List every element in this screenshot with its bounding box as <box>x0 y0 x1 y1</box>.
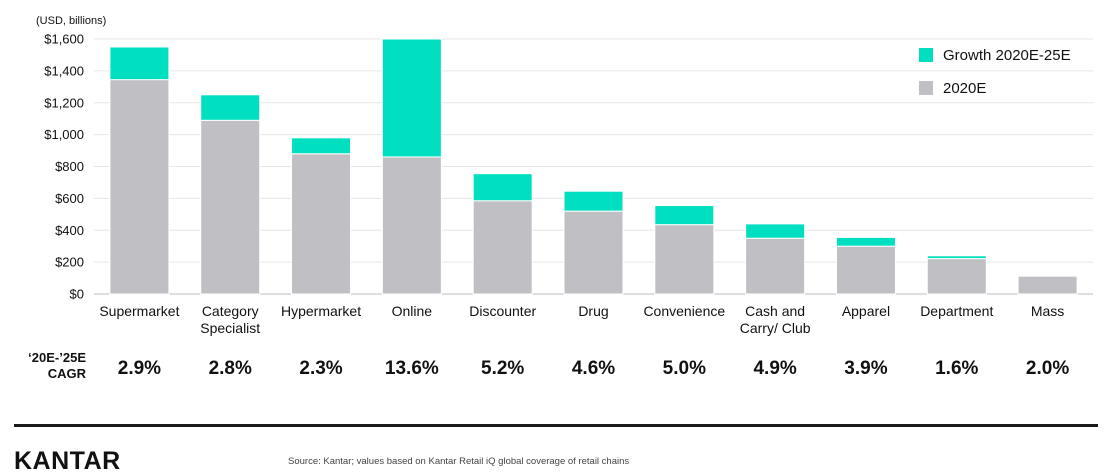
stacked-bar-chart: (USD, billions) $0 $200 $400 $600 $800 $1,000… <box>36 15 1093 379</box>
bar-segment <box>381 38 442 158</box>
bar-segment <box>200 119 261 295</box>
cagr-value: 4.6% <box>572 358 615 379</box>
y-tick-label: $1,600 <box>44 32 84 47</box>
cagr-value: 3.9% <box>844 358 887 379</box>
source-note: Source: Kantar; values based on Kantar R… <box>288 456 630 467</box>
x-tick-label: Hypermarket <box>281 303 361 319</box>
x-tick-label: Supermarket <box>99 303 179 319</box>
x-tick-label: Mass <box>1031 303 1064 319</box>
cagr-value: 5.2% <box>481 358 524 379</box>
bar-segment <box>563 210 624 295</box>
x-tick-label: Department <box>920 303 993 319</box>
y-axis-ticks: $0 $200 $400 $600 $800 $1,000 $1,200 $1,400 $1,6… <box>44 32 84 302</box>
bar-segment <box>835 245 896 295</box>
cagr-title-line2: CAGR <box>47 366 86 381</box>
cagr-value: 5.0% <box>663 358 706 379</box>
x-tick-label: Online <box>392 303 433 319</box>
cagr-value: 2.3% <box>299 358 342 379</box>
cagr-value: 2.9% <box>118 358 161 379</box>
bar-segment <box>472 200 533 295</box>
cagr-values: 2.9% 2.8% 2.3% 13.6% 5.2% 4.6% 5.0% 4.9% 3.9% 1.6… <box>118 358 1070 379</box>
legend-swatch <box>919 48 933 62</box>
bar-segment <box>381 156 442 295</box>
cagr-value: 2.0% <box>1026 358 1069 379</box>
bar-segment <box>472 173 533 202</box>
bar-segment <box>835 236 896 247</box>
cagr-value: 1.6% <box>935 358 978 379</box>
bar-segment <box>1017 275 1078 295</box>
bar-segment <box>654 224 715 295</box>
bar-segment <box>654 205 715 226</box>
bar-segment <box>291 137 352 155</box>
bar-segment <box>563 190 624 212</box>
bar-segment <box>109 46 170 81</box>
x-tick-label: Discounter <box>469 303 536 319</box>
bar-segment <box>926 258 987 295</box>
cagr-title-line1: ‘20E-’25E <box>28 350 86 365</box>
y-tick-label: $400 <box>55 223 84 238</box>
gridlines <box>94 38 1093 295</box>
y-tick-label: $1,000 <box>44 127 84 142</box>
y-tick-label: $800 <box>55 159 84 174</box>
bar-segment <box>291 153 352 295</box>
x-tick-label: Category Specialist <box>200 303 260 336</box>
footer-divider <box>14 424 1098 427</box>
y-tick-label: $1,200 <box>44 95 84 110</box>
cagr-value: 13.6% <box>385 358 439 379</box>
y-tick-label: $1,400 <box>44 63 84 78</box>
kantar-logo: KANTAR <box>14 447 121 475</box>
bar-segment <box>109 79 170 295</box>
legend-label: 2020E <box>943 80 986 97</box>
x-tick-label: Convenience <box>643 303 725 319</box>
y-tick-label: $200 <box>55 255 84 270</box>
x-tick-label: Drug <box>578 303 608 319</box>
legend-label: Growth 2020E-25E <box>943 47 1071 64</box>
y-axis-unit-label: (USD, billions) <box>36 15 106 27</box>
bar-segment <box>745 223 806 239</box>
y-tick-label: $0 <box>70 287 84 302</box>
cagr-value: 4.9% <box>753 358 796 379</box>
cagr-title: ‘20E-’25E CAGR <box>20 350 86 382</box>
x-tick-label: Apparel <box>842 303 890 319</box>
legend: Growth 2020E-25E 2020E <box>919 47 1071 97</box>
cagr-value: 2.8% <box>209 358 252 379</box>
bar-segment <box>926 255 987 260</box>
y-tick-label: $600 <box>55 191 84 206</box>
x-axis-labels: Supermarket Category Specialist Hypermarket… <box>99 303 1064 336</box>
bars <box>109 38 1078 295</box>
legend-swatch <box>919 81 933 95</box>
bar-segment <box>745 237 806 295</box>
x-tick-label: Cash and Carry/ Club <box>740 303 811 336</box>
bar-segment <box>200 94 261 121</box>
